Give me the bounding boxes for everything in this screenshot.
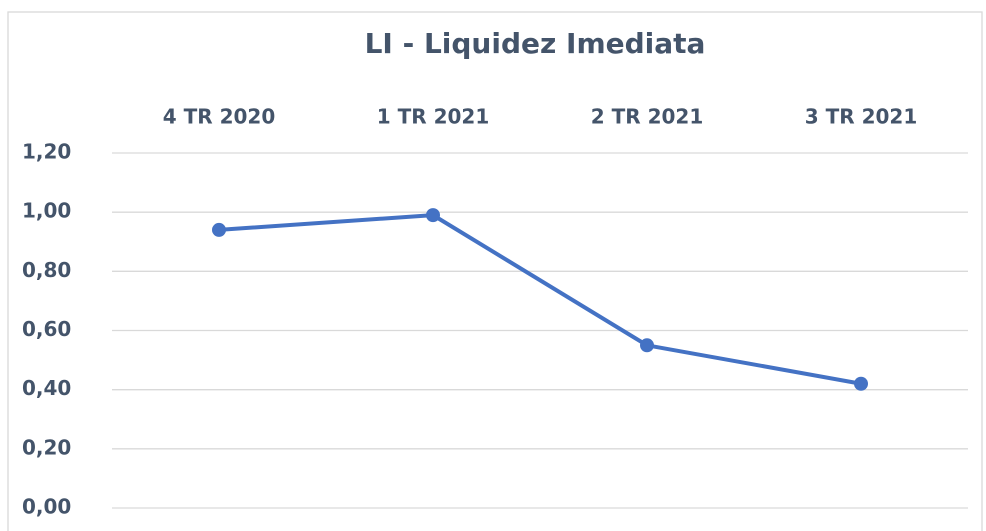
y-tick-label: 0,60 <box>22 317 71 341</box>
series-line <box>218 213 862 386</box>
point-marker <box>426 208 440 223</box>
y-tick-label: 0,40 <box>22 376 71 400</box>
y-tick-label: 1,00 <box>22 199 71 223</box>
y-tick-label: 0,20 <box>22 435 71 459</box>
x-tick-label: 3 TR 2021 <box>805 105 918 129</box>
x-tick-label: 2 TR 2021 <box>591 105 704 129</box>
y-tick-label: 1,20 <box>22 140 71 164</box>
y-tick-label: 0,80 <box>22 258 71 282</box>
chart-title: LI - Liquidez Imediata <box>365 27 706 60</box>
point-marker <box>640 338 654 353</box>
point-marker <box>854 376 868 391</box>
point-marker <box>212 222 226 237</box>
y-tick-label: 0,00 <box>22 495 71 519</box>
x-tick-label: 4 TR 2020 <box>163 105 276 129</box>
x-tick-label: 1 TR 2021 <box>377 105 490 129</box>
